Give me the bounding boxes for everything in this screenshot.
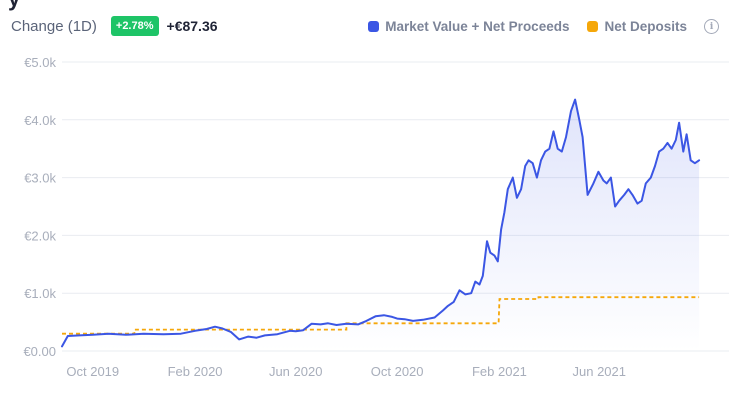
legend-label-market-value: Market Value + Net Proceeds bbox=[385, 18, 570, 34]
change-percent-badge: +2.78% bbox=[110, 16, 159, 36]
clipped-page-title: y bbox=[8, 0, 20, 12]
legend-item-market-value[interactable]: Market Value + Net Proceeds bbox=[368, 19, 569, 34]
x-tick-label: Feb 2020 bbox=[168, 364, 223, 379]
chart-legend: Market Value + Net Proceeds Net Deposits… bbox=[350, 14, 719, 38]
y-tick-label: €4.0k bbox=[24, 113, 56, 128]
x-tick-label: Oct 2020 bbox=[371, 364, 424, 379]
y-tick-label: €0.00 bbox=[23, 344, 56, 359]
y-tick-label: €3.0k bbox=[24, 171, 56, 186]
info-icon[interactable]: i bbox=[704, 18, 719, 34]
x-tick-label: Jun 2021 bbox=[573, 364, 627, 379]
market-value-area bbox=[62, 99, 700, 351]
change-summary: Change (1D) +2.78% +€87.36 bbox=[11, 14, 218, 38]
legend-swatch-net-deposits bbox=[587, 20, 599, 32]
net-deposits-line[interactable] bbox=[62, 296, 700, 335]
change-absolute-value: +€87.36 bbox=[166, 18, 218, 34]
y-tick-label: €5.0k bbox=[24, 55, 56, 70]
change-label: Change (1D) bbox=[11, 17, 97, 35]
y-tick-label: €1.0k bbox=[24, 286, 56, 301]
y-tick-label: €2.0k bbox=[24, 228, 56, 243]
x-tick-label: Feb 2021 bbox=[472, 364, 527, 379]
legend-item-net-deposits[interactable]: Net Deposits bbox=[587, 19, 687, 34]
market-value-line[interactable] bbox=[61, 98, 701, 348]
x-tick-label: Oct 2019 bbox=[66, 364, 119, 379]
x-tick-label: Jun 2020 bbox=[269, 364, 323, 379]
legend-swatch-market-value bbox=[368, 20, 380, 32]
legend-label-net-deposits: Net Deposits bbox=[604, 18, 687, 34]
